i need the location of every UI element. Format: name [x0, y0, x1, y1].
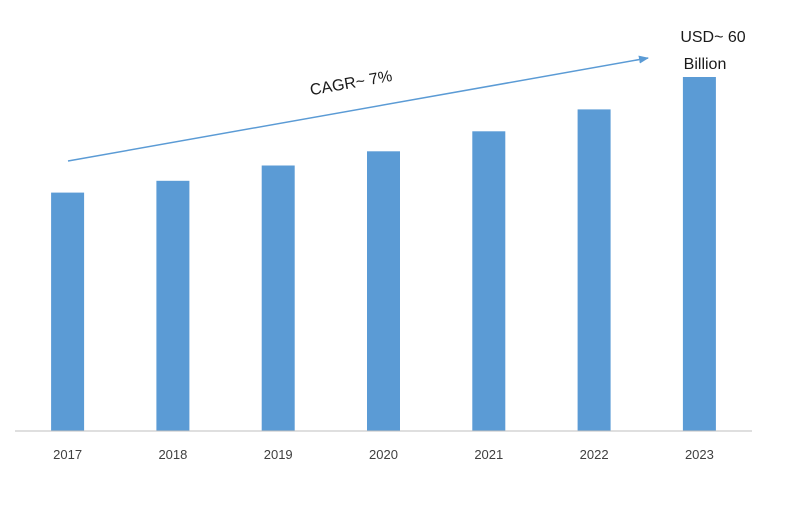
bar-2019: [261, 165, 295, 431]
bar-2017: [51, 192, 85, 431]
bar-2021: [472, 131, 506, 432]
cagr-trend-arrow: [67, 55, 649, 162]
x-tick-label-2020: 2020: [369, 447, 398, 462]
cagr-label: CAGR~ 7%: [309, 68, 394, 99]
x-tick-label-2022: 2022: [580, 447, 609, 462]
x-tick-label-2018: 2018: [158, 447, 187, 462]
end-value-label-line2: Billion: [684, 56, 727, 73]
x-tick-labels: 2017 2018 2019 2020 2021 2022 2023: [53, 447, 714, 462]
bars-group: [51, 77, 716, 432]
bar-2023: [682, 77, 716, 431]
x-tick-label-2023: 2023: [685, 447, 714, 462]
x-tick-label-2017: 2017: [53, 447, 82, 462]
end-value-label-line1: USD~ 60: [680, 29, 745, 46]
x-tick-label-2021: 2021: [474, 447, 503, 462]
bar-2018: [156, 180, 190, 431]
x-tick-label-2019: 2019: [264, 447, 293, 462]
bar-2022: [577, 109, 611, 432]
bar-2020: [367, 151, 400, 432]
